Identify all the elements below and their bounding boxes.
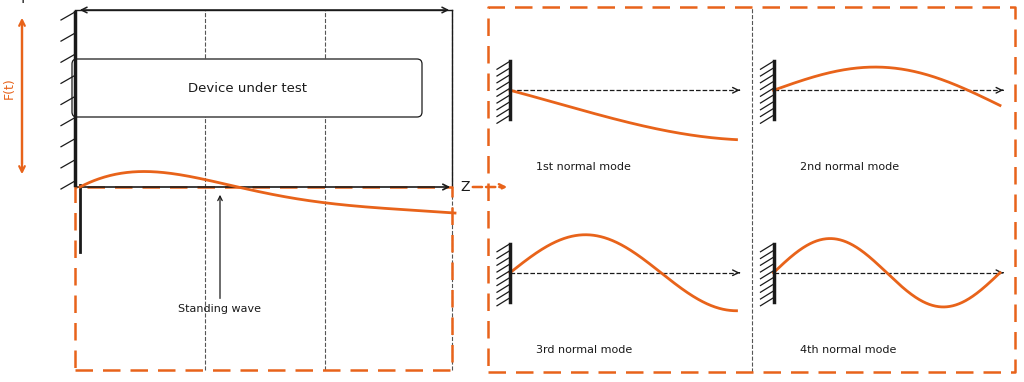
Text: Standing wave: Standing wave xyxy=(178,196,261,314)
FancyBboxPatch shape xyxy=(72,59,422,117)
Text: 1st normal mode: 1st normal mode xyxy=(536,162,631,173)
Text: 2nd normal mode: 2nd normal mode xyxy=(800,162,899,173)
Text: Z: Z xyxy=(460,180,469,194)
Text: Y: Y xyxy=(17,0,27,6)
Text: 4th normal mode: 4th normal mode xyxy=(800,345,896,355)
Text: Device under test: Device under test xyxy=(187,81,306,94)
Text: 3rd normal mode: 3rd normal mode xyxy=(536,345,632,355)
Text: F(t): F(t) xyxy=(2,78,15,99)
